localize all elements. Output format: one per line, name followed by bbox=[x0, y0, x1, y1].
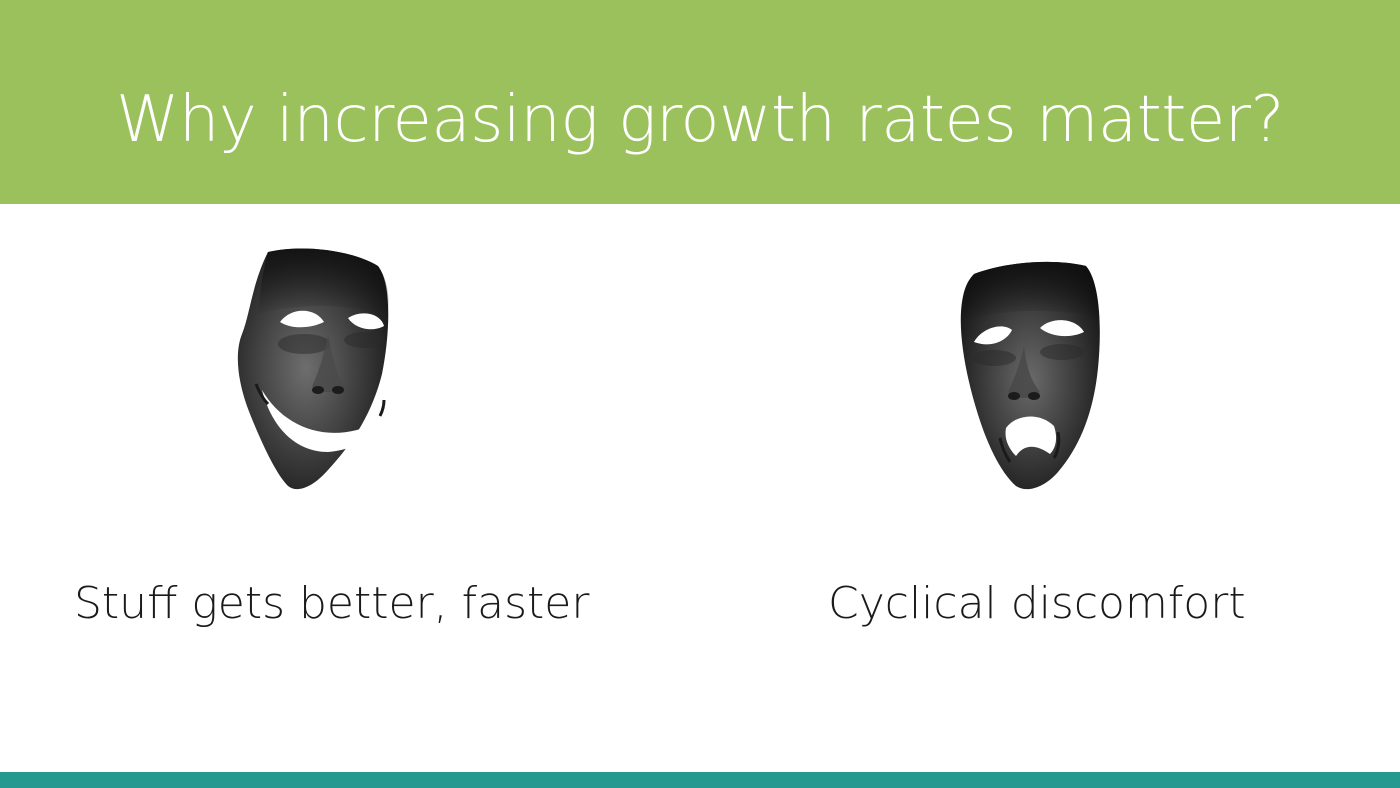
caption-cyclical-discomfort: Cyclical discomfort bbox=[828, 578, 1246, 629]
tragedy-mask-icon bbox=[954, 258, 1104, 494]
caption-stuff-gets-better: Stuff gets better, faster bbox=[74, 578, 590, 629]
footer-bar bbox=[0, 772, 1400, 788]
slide-title: Why increasing growth rates matter? bbox=[116, 83, 1284, 157]
title-banner: Why increasing growth rates matter? bbox=[0, 0, 1400, 204]
comedy-mask-icon bbox=[232, 244, 392, 494]
